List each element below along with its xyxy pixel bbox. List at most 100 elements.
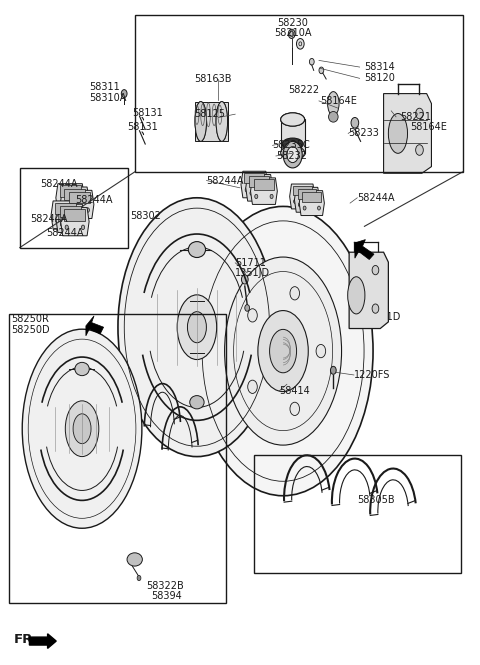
- Circle shape: [137, 575, 141, 581]
- Bar: [254, 455, 461, 573]
- Ellipse shape: [410, 111, 419, 130]
- Bar: [281, 120, 305, 153]
- Circle shape: [416, 108, 423, 119]
- Polygon shape: [65, 190, 94, 219]
- Ellipse shape: [216, 102, 228, 142]
- Circle shape: [82, 205, 84, 209]
- Text: 58163B: 58163B: [194, 74, 232, 84]
- Ellipse shape: [188, 241, 205, 257]
- Text: 58232: 58232: [276, 151, 307, 161]
- Ellipse shape: [73, 414, 91, 444]
- Bar: [254, 180, 274, 190]
- Circle shape: [121, 90, 127, 98]
- Text: 58244A: 58244A: [46, 228, 84, 238]
- Ellipse shape: [411, 128, 418, 136]
- Bar: [293, 186, 312, 196]
- Circle shape: [56, 218, 59, 223]
- Ellipse shape: [281, 113, 305, 126]
- FancyArrow shape: [29, 634, 56, 648]
- Text: 58244A: 58244A: [40, 179, 77, 189]
- Circle shape: [133, 557, 136, 561]
- Ellipse shape: [283, 142, 302, 168]
- Polygon shape: [294, 188, 320, 212]
- Ellipse shape: [75, 362, 89, 376]
- Polygon shape: [384, 94, 432, 174]
- Circle shape: [319, 67, 324, 74]
- Ellipse shape: [127, 553, 143, 566]
- Bar: [249, 176, 269, 187]
- Polygon shape: [56, 204, 84, 233]
- Circle shape: [270, 194, 273, 199]
- Bar: [9, 314, 226, 603]
- Text: 58120: 58120: [364, 73, 396, 83]
- Text: 58235C: 58235C: [273, 140, 310, 150]
- Polygon shape: [289, 184, 315, 209]
- Circle shape: [290, 402, 300, 416]
- Text: 1220FS: 1220FS: [354, 370, 390, 380]
- Circle shape: [303, 206, 306, 210]
- Ellipse shape: [22, 329, 142, 528]
- Circle shape: [372, 265, 379, 275]
- Text: 58125: 58125: [194, 109, 226, 119]
- Text: 58244A: 58244A: [75, 195, 112, 205]
- Polygon shape: [60, 187, 89, 215]
- Bar: [69, 192, 90, 203]
- Text: 58164E: 58164E: [321, 96, 357, 106]
- Circle shape: [60, 201, 63, 205]
- Polygon shape: [86, 316, 104, 336]
- Ellipse shape: [281, 113, 305, 126]
- Text: 58310A: 58310A: [89, 92, 127, 102]
- Polygon shape: [251, 178, 277, 204]
- Polygon shape: [246, 174, 273, 201]
- Ellipse shape: [287, 147, 299, 163]
- Text: 58322B: 58322B: [147, 581, 184, 591]
- Circle shape: [308, 200, 311, 203]
- Polygon shape: [355, 239, 374, 259]
- Circle shape: [77, 201, 80, 205]
- Polygon shape: [56, 184, 84, 212]
- Bar: [20, 168, 129, 247]
- Circle shape: [65, 205, 68, 209]
- Circle shape: [245, 188, 248, 192]
- Circle shape: [70, 207, 73, 212]
- Circle shape: [297, 39, 304, 49]
- Ellipse shape: [282, 138, 303, 150]
- Circle shape: [288, 29, 295, 39]
- Circle shape: [86, 207, 89, 212]
- Bar: [135, 15, 463, 172]
- Text: FR.: FR.: [14, 632, 39, 646]
- Circle shape: [82, 225, 84, 229]
- Ellipse shape: [193, 206, 373, 495]
- Circle shape: [414, 105, 419, 112]
- Circle shape: [310, 59, 314, 65]
- Text: 58314: 58314: [364, 62, 395, 72]
- Ellipse shape: [388, 114, 408, 154]
- Polygon shape: [299, 191, 324, 215]
- Bar: [55, 203, 76, 214]
- Circle shape: [299, 203, 301, 207]
- Ellipse shape: [327, 92, 339, 116]
- Circle shape: [416, 145, 423, 156]
- Circle shape: [65, 225, 68, 229]
- Circle shape: [313, 203, 316, 207]
- Text: 58164E: 58164E: [410, 122, 447, 132]
- Circle shape: [60, 221, 63, 226]
- Text: 58250R: 58250R: [11, 315, 49, 325]
- Text: 58394: 58394: [152, 591, 182, 601]
- Text: 58131: 58131: [128, 122, 158, 132]
- Ellipse shape: [281, 146, 305, 160]
- Polygon shape: [241, 172, 268, 198]
- Ellipse shape: [118, 198, 276, 457]
- Ellipse shape: [188, 312, 206, 342]
- Circle shape: [77, 221, 80, 226]
- Text: 58244A: 58244A: [30, 214, 68, 224]
- Ellipse shape: [177, 295, 216, 360]
- Ellipse shape: [225, 257, 342, 445]
- Ellipse shape: [195, 102, 206, 142]
- Circle shape: [72, 218, 75, 223]
- Circle shape: [290, 287, 300, 300]
- Circle shape: [351, 118, 359, 128]
- Ellipse shape: [258, 311, 308, 392]
- Circle shape: [248, 309, 257, 322]
- Circle shape: [248, 380, 257, 394]
